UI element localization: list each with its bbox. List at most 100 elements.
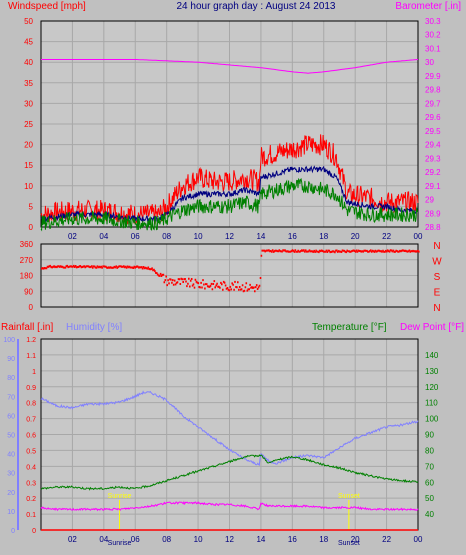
- barometer-tick-label: 29.2: [425, 168, 441, 177]
- wind-speed-tick-label: 40: [24, 58, 33, 67]
- panel3-x-tick-label: 18: [319, 535, 328, 544]
- temperature-tick-label: 60: [425, 478, 434, 487]
- rainfall-tick-label: 1: [32, 369, 36, 376]
- humidity-tick-label: 50: [7, 433, 15, 440]
- series-temperature: [40, 454, 419, 491]
- rainfall-tick-label: 0.1: [26, 512, 36, 519]
- wind-speed-tick-label: 30: [24, 99, 33, 108]
- panel3-x-tick-label: 20: [351, 535, 360, 544]
- panel3-x-tick-label: 10: [194, 535, 203, 544]
- panel1-x-tick-label: 14: [256, 232, 265, 241]
- compass-label: E: [434, 288, 441, 299]
- direction-tick-label: 270: [20, 256, 34, 265]
- barometer-axis-title: Barometer [.in]: [395, 1, 461, 12]
- rainfall-axis-title: Rainfall [.in]: [1, 322, 53, 333]
- barometer-tick-label: 29.3: [425, 154, 441, 163]
- barometer-tick-label: 30.3: [425, 17, 441, 26]
- panel3-x-tick-label: 16: [288, 535, 297, 544]
- barometer-tick-label: 30.2: [425, 31, 441, 40]
- wind-speed-tick-label: 25: [24, 120, 33, 129]
- panel1-x-tick-label: 02: [68, 232, 77, 241]
- series-barometer: [41, 59, 419, 74]
- humidity-tick-label: 90: [7, 356, 15, 363]
- panel-direction-frame: [40, 243, 419, 308]
- barometer-tick-label: 29.8: [425, 86, 441, 95]
- rainfall-tick-label: 1.2: [26, 337, 36, 344]
- humidity-tick-label: 70: [7, 394, 15, 401]
- wind-speed-tick-label: 35: [24, 79, 33, 88]
- panel-wind-frame: [40, 20, 419, 228]
- direction-tick-label: 180: [20, 272, 34, 281]
- rainfall-tick-label: 0.5: [26, 448, 36, 455]
- rainfall-tick-label: 0.6: [26, 433, 36, 440]
- barometer-tick-label: 28.8: [425, 223, 441, 232]
- wind-speed-tick-label: 10: [24, 182, 33, 191]
- rainfall-tick-label: 0.4: [26, 464, 36, 471]
- temperature-tick-label: 90: [425, 431, 434, 440]
- panel1-x-tick-label: 00: [414, 232, 423, 241]
- barometer-tick-label: 29.4: [425, 141, 441, 150]
- panel1-x-tick-label: 06: [131, 232, 140, 241]
- barometer-tick-label: 29.5: [425, 127, 441, 136]
- compass-label: N: [433, 303, 440, 314]
- temperature-tick-label: 100: [425, 415, 439, 424]
- temperature-tick-label: 120: [425, 383, 439, 392]
- barometer-tick-label: 30.1: [425, 44, 441, 53]
- panel3-x-tick-label: 14: [256, 535, 265, 544]
- humidity-tick-label: 10: [7, 509, 15, 516]
- humidity-tick-label: 80: [7, 375, 15, 382]
- rainfall-tick-label: 0.7: [26, 417, 36, 424]
- barometer-tick-label: 30: [425, 58, 434, 67]
- sun-event-marker-label: Sunset: [338, 493, 360, 500]
- series-wind-direction: [41, 249, 420, 293]
- direction-tick-label: 90: [24, 287, 33, 296]
- rainfall-tick-label: 1.1: [26, 353, 36, 360]
- panel1-x-tick-label: 22: [382, 232, 391, 241]
- panel1-x-tick-label: 04: [99, 232, 108, 241]
- temperature-tick-label: 130: [425, 367, 439, 376]
- rainfall-tick-label: 0.9: [26, 385, 36, 392]
- panel1-x-tick-label: 10: [194, 232, 203, 241]
- humidity-tick-label: 20: [7, 490, 15, 497]
- rainfall-tick-label: 0.3: [26, 480, 36, 487]
- rainfall-tick-label: 0.2: [26, 496, 36, 503]
- panel3-x-tick-label: 06: [131, 535, 140, 544]
- panel3-x-tick-label: 04: [99, 535, 108, 544]
- graph-title: 24 hour graph day : August 24 2013: [176, 1, 335, 12]
- humidity-tick-label: 0: [11, 528, 15, 535]
- compass-label: N: [433, 241, 440, 252]
- barometer-tick-label: 29.1: [425, 182, 441, 191]
- compass-label: S: [434, 272, 441, 283]
- wind-speed-tick-label: 15: [24, 161, 33, 170]
- temperature-tick-label: 50: [425, 494, 434, 503]
- rainfall-tick-label: 0.8: [26, 401, 36, 408]
- panel1-x-tick-label: 12: [225, 232, 234, 241]
- wind-speed-tick-label: 0: [29, 223, 34, 232]
- panel1-x-tick-label: 18: [319, 232, 328, 241]
- temperature-tick-label: 110: [425, 399, 438, 408]
- panel3-x-tick-label: 00: [414, 535, 423, 544]
- barometer-tick-label: 29.7: [425, 99, 441, 108]
- wind-speed-axis-title: Windspeed [mph]: [8, 1, 86, 12]
- sun-event-axis-label: Sunrise: [108, 540, 132, 547]
- compass-label: W: [432, 257, 442, 268]
- humidity-axis-title: Humidity [%]: [66, 322, 122, 333]
- direction-tick-label: 0: [29, 303, 34, 312]
- sun-event-axis-label: Sunset: [338, 540, 360, 547]
- dew-point-axis-title: Dew Point [°F]: [400, 322, 464, 333]
- panel1-x-tick-label: 08: [162, 232, 171, 241]
- temperature-tick-label: 70: [425, 462, 434, 471]
- barometer-tick-label: 29.6: [425, 113, 441, 122]
- wind-speed-tick-label: 20: [24, 141, 33, 150]
- panel1-x-tick-label: 20: [351, 232, 360, 241]
- wind-speed-tick-label: 50: [24, 17, 33, 26]
- wind-speed-tick-label: 45: [24, 38, 33, 47]
- rainfall-tick-label: 0: [32, 528, 36, 535]
- series-dew-point: [40, 500, 419, 512]
- barometer-tick-label: 29: [425, 196, 434, 205]
- panel3-x-tick-label: 08: [162, 535, 171, 544]
- temperature-tick-label: 80: [425, 446, 434, 455]
- series-humidity: [40, 390, 419, 467]
